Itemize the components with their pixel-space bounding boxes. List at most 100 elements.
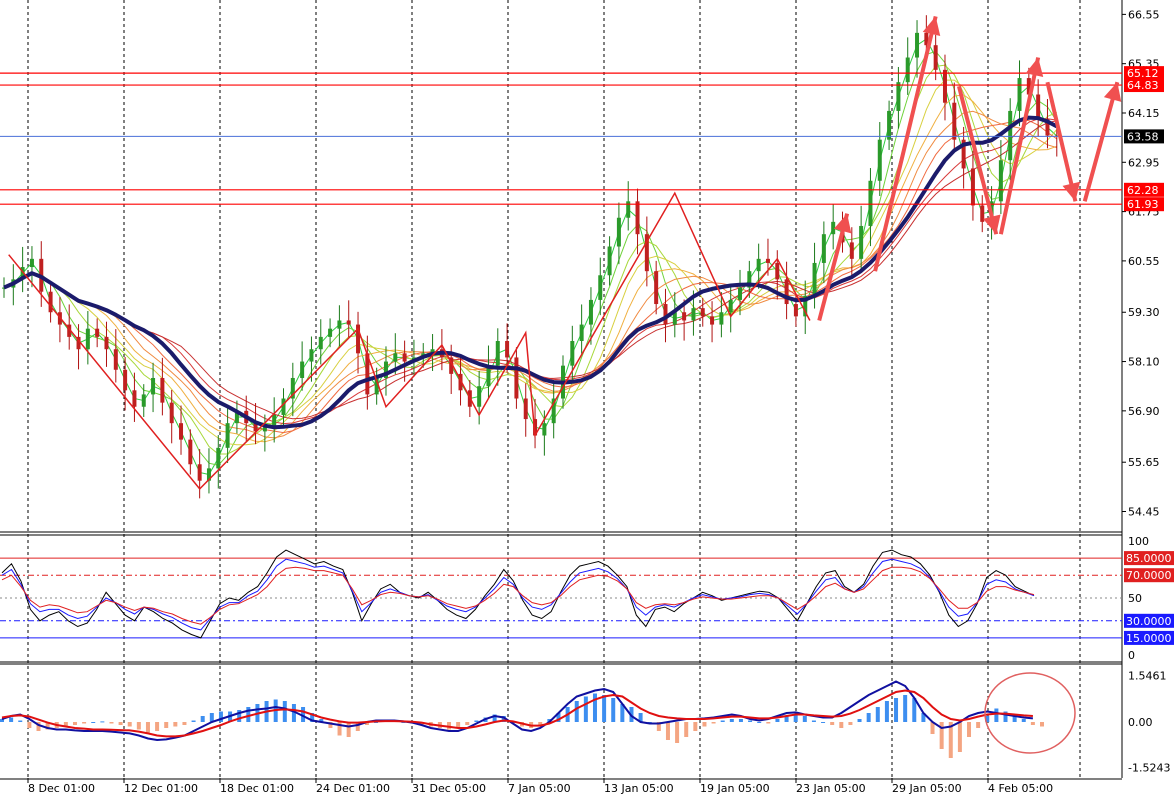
macd-histogram-bar[interactable]	[100, 721, 105, 723]
candle-body[interactable]	[607, 246, 612, 276]
macd-histogram-bar[interactable]	[711, 722, 716, 724]
candle-body[interactable]	[216, 447, 221, 469]
macd-histogram-bar[interactable]	[374, 722, 379, 723]
stochastic-panel[interactable]	[0, 549, 1122, 639]
macd-histogram-bar[interactable]	[237, 710, 242, 722]
macd-histogram-bar[interactable]	[282, 701, 287, 722]
candle-body[interactable]	[337, 320, 342, 329]
candle-body[interactable]	[505, 341, 510, 358]
macd-histogram-bar[interactable]	[127, 722, 132, 727]
macd-histogram-bar[interactable]	[547, 719, 552, 722]
candle-body[interactable]	[784, 279, 789, 305]
candle-body[interactable]	[915, 32, 920, 58]
macd-histogram-bar[interactable]	[903, 695, 908, 722]
candle-body[interactable]	[942, 69, 947, 103]
macd-histogram-bar[interactable]	[894, 698, 899, 722]
macd-histogram-bar[interactable]	[830, 722, 835, 725]
candle-body[interactable]	[663, 304, 668, 325]
candle-body[interactable]	[67, 324, 72, 337]
macd-histogram-bar[interactable]	[27, 722, 32, 728]
macd-histogram-bar[interactable]	[191, 720, 196, 723]
macd-histogram-bar[interactable]	[884, 701, 889, 722]
candle-body[interactable]	[104, 336, 109, 350]
macd-histogram-bar[interactable]	[957, 722, 962, 752]
macd-histogram-bar[interactable]	[355, 722, 360, 731]
candle-body[interactable]	[262, 427, 267, 432]
macd-histogram-bar[interactable]	[1003, 711, 1008, 723]
macd-histogram-bar[interactable]	[592, 693, 597, 723]
candle-body[interactable]	[654, 271, 659, 305]
macd-histogram-bar[interactable]	[164, 722, 169, 728]
candle-body[interactable]	[309, 349, 314, 362]
candle-body[interactable]	[206, 468, 211, 481]
price-panel[interactable]	[0, 15, 1122, 499]
macd-histogram-bar[interactable]	[1040, 722, 1044, 727]
candle-body[interactable]	[859, 225, 864, 259]
macd-histogram-bar[interactable]	[921, 713, 926, 722]
candle-body[interactable]	[551, 398, 556, 424]
candle-body[interactable]	[616, 217, 621, 247]
candle-body[interactable]	[970, 168, 975, 206]
candle-body[interactable]	[29, 258, 34, 268]
candle-body[interactable]	[234, 410, 239, 424]
macd-histogram-bar[interactable]	[301, 707, 306, 722]
candle-body[interactable]	[933, 45, 938, 70]
macd-line[interactable]	[1, 680, 1033, 742]
macd-histogram-bar[interactable]	[200, 716, 205, 722]
candle-body[interactable]	[318, 336, 323, 350]
candle-body[interactable]	[542, 423, 547, 436]
macd-histogram-bar[interactable]	[209, 713, 214, 722]
candle-body[interactable]	[514, 357, 519, 399]
macd-histogram-bar[interactable]	[492, 714, 497, 723]
macd-histogram-bar[interactable]	[811, 720, 816, 723]
candle-body[interactable]	[961, 139, 966, 169]
macd-panel[interactable]	[0, 672, 1076, 758]
macd-histogram-bar[interactable]	[912, 698, 917, 722]
macd-histogram-bar[interactable]	[447, 722, 452, 730]
candle-body[interactable]	[383, 361, 388, 378]
candle-body[interactable]	[719, 312, 724, 325]
candle-body[interactable]	[579, 324, 584, 342]
candle-body[interactable]	[1036, 94, 1041, 120]
macd-histogram-bar[interactable]	[684, 722, 689, 737]
macd-histogram-bar[interactable]	[218, 711, 223, 723]
candle-body[interactable]	[728, 299, 733, 313]
candle-body[interactable]	[402, 353, 407, 362]
candle-body[interactable]	[523, 398, 528, 420]
candle-body[interactable]	[374, 377, 379, 395]
candle-body[interactable]	[644, 234, 649, 272]
macd-histogram-bar[interactable]	[145, 722, 150, 733]
candle-body[interactable]	[290, 377, 295, 399]
candle-body[interactable]	[430, 349, 435, 354]
macd-histogram-bar[interactable]	[602, 695, 607, 722]
macd-histogram-bar[interactable]	[155, 722, 160, 731]
macd-histogram-bar[interactable]	[319, 719, 324, 722]
macd-histogram-bar[interactable]	[501, 716, 506, 722]
candle-body[interactable]	[253, 423, 258, 432]
candle-body[interactable]	[197, 464, 202, 481]
macd-histogram-bar[interactable]	[310, 713, 315, 722]
macd-histogram-bar[interactable]	[45, 722, 50, 730]
macd-histogram-bar[interactable]	[346, 722, 351, 737]
macd-histogram-bar[interactable]	[63, 722, 68, 727]
macd-histogram-bar[interactable]	[173, 722, 178, 727]
candle-body[interactable]	[132, 390, 137, 407]
macd-histogram-bar[interactable]	[118, 722, 123, 725]
candle-body[interactable]	[700, 308, 705, 317]
candle-body[interactable]	[76, 336, 81, 350]
macd-histogram-bar[interactable]	[574, 701, 579, 722]
candle-body[interactable]	[803, 295, 808, 317]
macd-histogram-bar[interactable]	[656, 722, 661, 731]
candle-body[interactable]	[393, 353, 398, 362]
candle-body[interactable]	[48, 291, 53, 313]
candle-body[interactable]	[747, 271, 752, 288]
candle-body[interactable]	[346, 320, 351, 325]
macd-histogram-bar[interactable]	[994, 708, 999, 723]
candle-body[interactable]	[272, 414, 277, 428]
macd-histogram-bar[interactable]	[939, 722, 944, 749]
candle-body[interactable]	[169, 402, 174, 424]
candle-body[interactable]	[831, 221, 836, 235]
candle-body[interactable]	[365, 353, 370, 395]
candle-body[interactable]	[477, 386, 482, 407]
